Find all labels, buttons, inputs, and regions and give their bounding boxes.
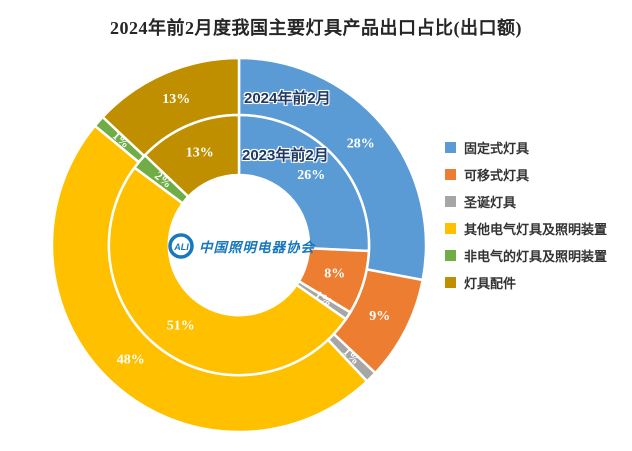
slice-label-outer-1: 9%: [369, 309, 390, 324]
org-logo: ALI 中国照明电器协会: [167, 230, 317, 262]
legend-item-0: 固定式灯具: [445, 140, 607, 156]
ring-label-2023: 2023年前2月: [242, 147, 329, 164]
slice-label-outer-3: 48%: [117, 352, 145, 367]
legend-label: 可移式灯具: [464, 168, 530, 183]
legend-swatch: [445, 277, 456, 288]
legend-label: 固定式灯具: [464, 141, 530, 156]
legend-label: 圣诞灯具: [464, 195, 517, 210]
logo-acronym: ALI: [173, 242, 189, 252]
slice-label-inner-5: 13%: [186, 145, 214, 160]
slice-label-inner-0: 26%: [297, 168, 325, 183]
slice-label-outer-0: 28%: [347, 137, 375, 152]
ring-label-2024: 2024年前2月: [244, 90, 331, 107]
slice-inner-3: [107, 165, 348, 377]
chart-legend: 固定式灯具可移式灯具圣诞灯具其他电气灯具及照明装置 非电气的灯具及照明装置 灯具配件: [445, 140, 607, 302]
legend-item-2: 圣诞灯具: [445, 194, 607, 210]
legend-item-3: 其他电气灯具及照明装置: [445, 221, 608, 237]
legend-item-4: 非电气的灯具及照明装置: [445, 248, 608, 264]
legend-swatch: [445, 196, 456, 207]
legend-swatch: [445, 142, 456, 153]
legend-label: 其他电气灯具及照明装置: [464, 222, 608, 237]
cali-logo-icon: ALI: [168, 233, 194, 259]
legend-swatch: [445, 169, 456, 180]
legend-label: 非电气的灯具及照明装置: [464, 249, 608, 264]
legend-item-1: 可移式灯具: [445, 167, 607, 183]
slice-label-inner-1: 8%: [324, 266, 345, 281]
slice-inner-5: [143, 113, 241, 199]
logo-name: 中国照明电器协会: [199, 240, 315, 255]
slice-inner-0: [237, 113, 371, 253]
legend-swatch: [445, 250, 456, 261]
legend-swatch: [445, 223, 456, 234]
slice-label-outer-5: 13%: [162, 92, 190, 107]
legend-label: 灯具配件: [464, 276, 517, 291]
legend-item-5: 灯具配件: [445, 275, 607, 291]
slice-label-inner-3: 51%: [167, 319, 195, 334]
chart-title: 2024年前2月度我国主要灯具产品出口占比(出口额): [110, 18, 522, 38]
